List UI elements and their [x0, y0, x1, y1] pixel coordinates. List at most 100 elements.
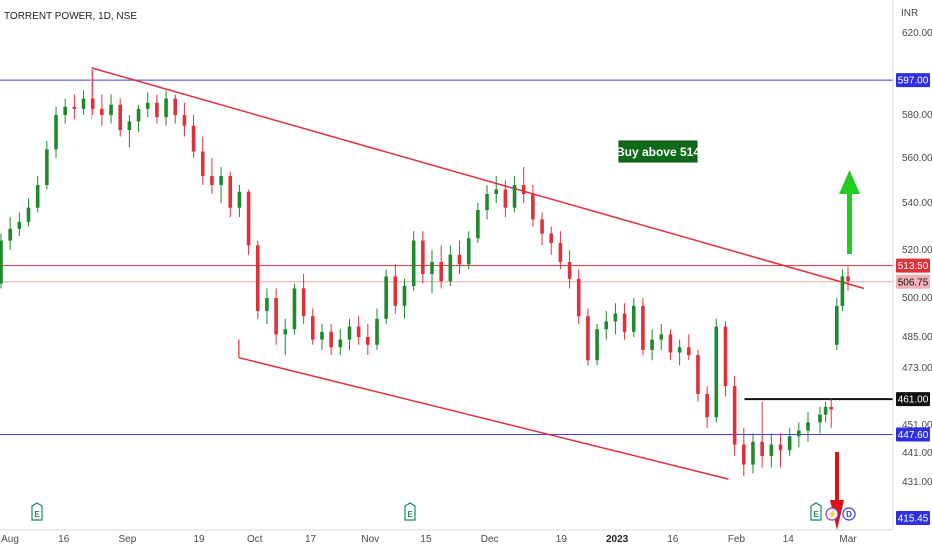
- candle[interactable]: [457, 240, 462, 274]
- candle[interactable]: [823, 401, 828, 423]
- candle[interactable]: [200, 136, 205, 186]
- candle[interactable]: [191, 115, 196, 158]
- candle[interactable]: [421, 231, 425, 284]
- candle[interactable]: [329, 324, 333, 356]
- candle[interactable]: [778, 433, 783, 468]
- candle[interactable]: [384, 269, 388, 324]
- candle[interactable]: [512, 176, 517, 213]
- candle[interactable]: [818, 406, 822, 434]
- candle[interactable]: [840, 269, 845, 311]
- candle[interactable]: [35, 176, 40, 213]
- upper-trendline[interactable]: [91, 67, 865, 290]
- candle[interactable]: [109, 94, 113, 124]
- candle[interactable]: [136, 104, 141, 133]
- candle[interactable]: [835, 298, 839, 350]
- candle[interactable]: [686, 334, 691, 361]
- candle[interactable]: [310, 308, 315, 345]
- candle[interactable]: [81, 90, 86, 115]
- earnings-icon-1[interactable]: E: [31, 502, 43, 521]
- candle[interactable]: [45, 140, 49, 190]
- candle[interactable]: [604, 311, 609, 340]
- candle[interactable]: [751, 433, 755, 474]
- candle[interactable]: [769, 433, 774, 468]
- candle[interactable]: [549, 226, 554, 255]
- candle[interactable]: [0, 233, 3, 289]
- candle[interactable]: [347, 318, 352, 350]
- candle[interactable]: [127, 115, 132, 148]
- candle[interactable]: [439, 245, 443, 289]
- candle[interactable]: [366, 324, 370, 356]
- candle[interactable]: [829, 399, 833, 428]
- candle[interactable]: [476, 203, 480, 243]
- candle[interactable]: [375, 308, 379, 350]
- candle[interactable]: [118, 98, 123, 137]
- candle[interactable]: [797, 422, 801, 448]
- candle[interactable]: [255, 240, 260, 319]
- candle[interactable]: [466, 231, 471, 270]
- candle[interactable]: [705, 386, 709, 428]
- candle[interactable]: [631, 298, 636, 337]
- candle[interactable]: [173, 94, 178, 124]
- candle[interactable]: [265, 288, 269, 324]
- candle[interactable]: [90, 69, 95, 115]
- candle[interactable]: [521, 167, 526, 203]
- candle[interactable]: [402, 278, 407, 319]
- candle[interactable]: [292, 283, 297, 335]
- candle[interactable]: [448, 245, 453, 286]
- candle[interactable]: [430, 250, 434, 294]
- candle[interactable]: [182, 102, 187, 137]
- candle[interactable]: [540, 212, 544, 246]
- candle[interactable]: [787, 427, 792, 456]
- candle[interactable]: [145, 92, 150, 118]
- candle[interactable]: [503, 180, 508, 218]
- candle[interactable]: [301, 274, 306, 324]
- dividend-icon[interactable]: D: [842, 507, 856, 521]
- candle[interactable]: [846, 266, 850, 291]
- candle[interactable]: [760, 401, 764, 468]
- candle[interactable]: [714, 318, 719, 423]
- candle[interactable]: [641, 298, 645, 356]
- candle[interactable]: [576, 269, 581, 324]
- candle[interactable]: [494, 176, 499, 203]
- candle[interactable]: [531, 185, 535, 227]
- candle[interactable]: [613, 303, 618, 335]
- candle[interactable]: [17, 212, 22, 236]
- candle[interactable]: [246, 189, 251, 255]
- candle[interactable]: [806, 412, 810, 442]
- candle[interactable]: [54, 106, 58, 158]
- candle[interactable]: [586, 308, 590, 366]
- candle[interactable]: [677, 339, 682, 366]
- candle[interactable]: [595, 324, 599, 366]
- split-icon[interactable]: ⚡: [825, 507, 839, 521]
- candle[interactable]: [696, 349, 700, 402]
- candle[interactable]: [63, 98, 67, 124]
- candle[interactable]: [8, 217, 12, 250]
- earnings-icon-3[interactable]: E: [810, 502, 822, 521]
- candle[interactable]: [659, 324, 664, 350]
- candle[interactable]: [283, 318, 288, 356]
- candle[interactable]: [338, 329, 343, 356]
- candle[interactable]: [723, 321, 728, 397]
- candle[interactable]: [393, 264, 398, 314]
- lower-trendline[interactable]: [238, 356, 729, 480]
- candle[interactable]: [732, 375, 737, 456]
- candle[interactable]: [411, 231, 416, 291]
- candle[interactable]: [558, 231, 563, 270]
- earnings-icon-2[interactable]: E: [404, 502, 416, 521]
- candle[interactable]: [219, 167, 223, 203]
- candle[interactable]: [210, 158, 214, 194]
- candle[interactable]: [668, 329, 673, 361]
- candle[interactable]: [155, 94, 159, 124]
- candle[interactable]: [742, 427, 746, 477]
- candle[interactable]: [237, 185, 242, 218]
- candle[interactable]: [228, 171, 233, 218]
- candle[interactable]: [650, 329, 654, 361]
- buy-annotation[interactable]: Buy above 514: [616, 140, 700, 163]
- price-axis[interactable]: 620.00 580.00 560.00 540.00 520.00 500.00 485.…: [902, 28, 932, 488]
- time-axis[interactable]: Aug 16 Sep 19 Oct 17 Nov 15 Dec 19 2023 16 Feb 14 Mar: [1, 534, 857, 545]
- candle[interactable]: [100, 94, 104, 126]
- candle[interactable]: [164, 90, 168, 126]
- candle[interactable]: [274, 288, 278, 345]
- candle[interactable]: [567, 250, 572, 289]
